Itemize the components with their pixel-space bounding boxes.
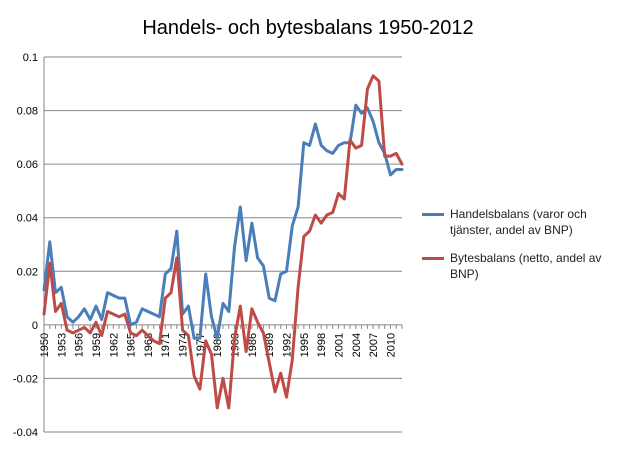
y-tick-label: 0.06 <box>17 159 38 171</box>
y-tick-label: 0.08 <box>17 106 38 118</box>
x-tick-label: 2001 <box>333 333 345 357</box>
x-tick-label: 1965 <box>126 333 138 357</box>
series-line-bytesbalans <box>42 74 404 410</box>
x-tick-label: 1980 <box>212 333 224 357</box>
y-tick-label: 0.1 <box>23 52 38 64</box>
x-tick-label: 1971 <box>160 333 172 357</box>
axes: -0.04 -0.02 0 0.02 0.04 0.06 0.08 0.1 1950 1953 19… <box>13 52 403 439</box>
x-tick-label: 1950 <box>39 333 51 357</box>
legend-item-bytesbalans: Bytesbalans (netto, andel av BNP) <box>422 250 612 282</box>
y-tick-label: 0.04 <box>17 213 38 225</box>
y-tick-label: 0.02 <box>17 266 38 278</box>
x-tick-label: 1959 <box>91 333 103 357</box>
legend-label-bytesbalans: Bytesbalans (netto, andel av BNP) <box>450 251 602 281</box>
legend: Handelsbalans (varor och tjänster, andel… <box>422 206 612 294</box>
x-tick-label: 2010 <box>385 333 397 357</box>
legend-label-handelsbalans: Handelsbalans (varor och tjänster, andel… <box>450 207 587 237</box>
series-lines <box>42 74 404 410</box>
x-tick-label: 1995 <box>299 333 311 357</box>
gridlines <box>44 56 402 433</box>
x-tick-label: 1953 <box>56 333 68 357</box>
y-tick-label: -0.02 <box>13 373 38 385</box>
legend-item-handelsbalans: Handelsbalans (varor och tjänster, andel… <box>422 206 612 238</box>
legend-swatch-bytesbalans <box>422 257 444 260</box>
x-tick-label: 1992 <box>282 333 294 357</box>
x-tick-label: 1962 <box>108 333 120 357</box>
x-tick-label: 1956 <box>74 333 86 357</box>
legend-swatch-handelsbalans <box>422 213 444 216</box>
y-tick-label: 0 <box>32 320 38 332</box>
y-tick-label: -0.04 <box>13 427 38 439</box>
x-tick-label: 1974 <box>178 333 190 357</box>
x-tick-label: 2004 <box>351 333 363 357</box>
x-tick-label: 1998 <box>316 333 328 357</box>
chart-title: Handels- och bytesbalans 1950-2012 <box>142 17 473 39</box>
x-tick-label: 1986 <box>247 333 259 357</box>
x-tick-label: 2007 <box>368 333 380 357</box>
series-line-handelsbalans <box>42 103 404 340</box>
